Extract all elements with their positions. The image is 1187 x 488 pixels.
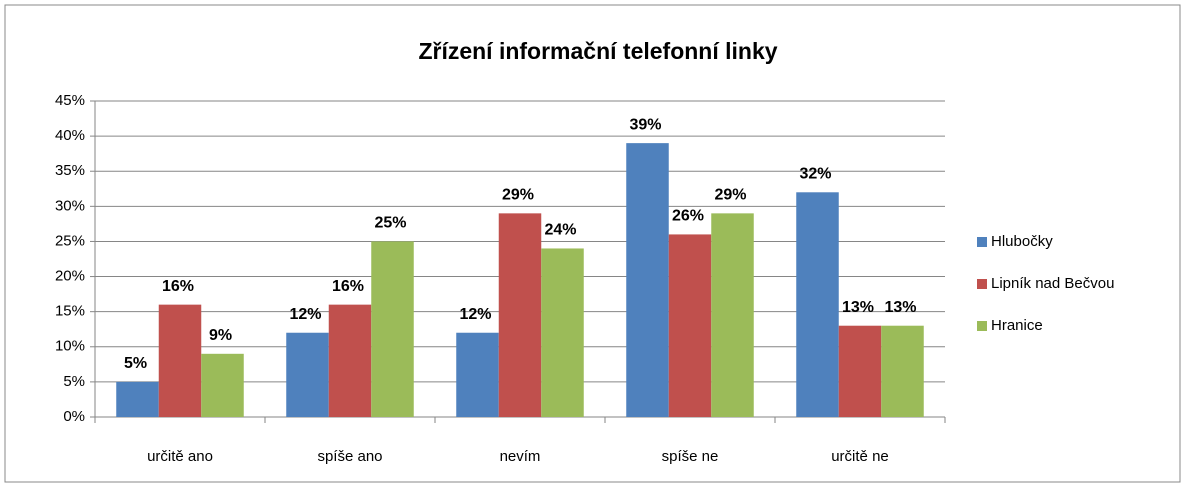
y-tick-label: 0% <box>63 408 85 425</box>
bar <box>286 332 329 417</box>
data-label: 16% <box>162 278 194 295</box>
legend-label: Hlubočky <box>991 233 1053 250</box>
legend-swatch <box>977 237 987 247</box>
data-label: 32% <box>799 166 831 183</box>
y-tick-label: 45% <box>55 92 85 109</box>
bar <box>371 241 414 417</box>
bar <box>626 143 669 417</box>
bar <box>711 213 754 417</box>
x-tick-label: určitě ano <box>147 448 213 465</box>
chart-title: Zřízení informační telefonní linky <box>418 38 777 64</box>
bar <box>541 248 584 417</box>
data-label: 9% <box>209 327 232 344</box>
y-tick-label: 10% <box>55 338 85 355</box>
legend-swatch <box>977 321 987 331</box>
legend-swatch <box>977 279 987 289</box>
data-label: 24% <box>544 222 576 239</box>
y-tick-label: 15% <box>55 303 85 320</box>
bar <box>116 381 159 417</box>
data-label: 5% <box>124 355 147 372</box>
bar <box>201 353 244 417</box>
bar <box>796 192 839 417</box>
bar <box>456 332 499 417</box>
x-tick-label: spíše ano <box>317 448 382 465</box>
legend-label: Hranice <box>991 317 1043 334</box>
x-tick-label: spíše ne <box>662 448 719 465</box>
data-label: 39% <box>629 116 661 133</box>
bar <box>838 325 882 417</box>
bar <box>668 234 712 417</box>
y-tick-label: 20% <box>55 268 85 285</box>
x-tick-label: určitě ne <box>831 448 889 465</box>
y-tick-label: 30% <box>55 197 85 214</box>
data-label: 12% <box>289 306 321 323</box>
data-label: 13% <box>884 299 916 316</box>
data-label: 26% <box>672 208 704 225</box>
data-label: 16% <box>332 278 364 295</box>
bar <box>498 213 542 417</box>
data-label: 12% <box>459 306 491 323</box>
y-tick-label: 25% <box>55 232 85 249</box>
data-label: 25% <box>374 215 406 232</box>
data-label: 29% <box>714 187 746 204</box>
x-tick-label: nevím <box>500 448 541 465</box>
bar <box>158 304 202 417</box>
y-tick-label: 5% <box>63 373 85 390</box>
y-tick-label: 35% <box>55 162 85 179</box>
data-label: 13% <box>842 299 874 316</box>
bar <box>881 325 924 417</box>
y-tick-label: 40% <box>55 127 85 144</box>
data-label: 29% <box>502 187 534 204</box>
legend-label: Lipník nad Bečvou <box>991 275 1114 292</box>
bar <box>328 304 372 417</box>
